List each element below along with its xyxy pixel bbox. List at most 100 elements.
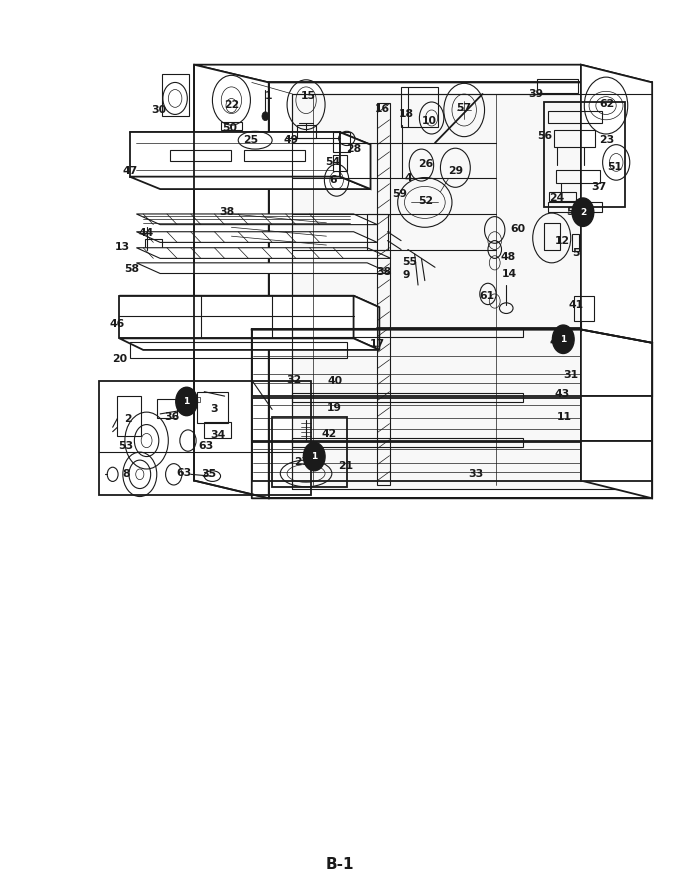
Bar [118, 396, 141, 436]
Text: 2: 2 [580, 207, 586, 216]
Bar [333, 156, 347, 171]
Polygon shape [137, 231, 377, 242]
Bar [549, 191, 576, 200]
Polygon shape [120, 295, 354, 338]
Text: 16: 16 [375, 104, 390, 114]
Text: 22: 22 [224, 100, 239, 109]
Text: 63: 63 [176, 468, 192, 479]
Polygon shape [120, 338, 379, 350]
Bar [292, 328, 523, 336]
Polygon shape [137, 263, 391, 273]
Polygon shape [340, 133, 371, 189]
Polygon shape [354, 295, 379, 350]
Text: 37: 37 [592, 182, 607, 192]
Text: 1: 1 [184, 397, 190, 406]
Bar [543, 102, 625, 206]
Text: 53: 53 [119, 441, 134, 451]
Polygon shape [194, 65, 652, 83]
Text: 20: 20 [112, 354, 127, 364]
Text: 19: 19 [327, 402, 342, 413]
Text: 52: 52 [419, 196, 434, 206]
Text: 17: 17 [370, 339, 385, 349]
Text: 5: 5 [573, 248, 580, 258]
Text: 60: 60 [510, 224, 526, 234]
Bar [189, 397, 199, 402]
Text: 32: 32 [286, 375, 301, 385]
Bar [272, 417, 347, 487]
Text: 55: 55 [402, 257, 417, 267]
Text: 7: 7 [184, 400, 191, 410]
Text: 6: 6 [329, 175, 337, 185]
Text: 44: 44 [139, 228, 154, 238]
Text: 39: 39 [528, 89, 543, 99]
Text: 56: 56 [566, 207, 581, 217]
Bar [99, 381, 311, 495]
Text: 51: 51 [607, 162, 622, 172]
Text: 42: 42 [322, 429, 337, 440]
Bar [333, 133, 350, 152]
Bar [292, 393, 523, 402]
Text: 58: 58 [124, 264, 139, 274]
Text: 23: 23 [599, 135, 614, 145]
Bar [243, 150, 305, 160]
Bar [197, 392, 228, 423]
Circle shape [303, 442, 325, 471]
Polygon shape [581, 441, 652, 481]
Polygon shape [137, 247, 391, 258]
Text: 11: 11 [556, 411, 571, 422]
Text: 62: 62 [599, 99, 614, 109]
Bar [543, 222, 560, 249]
Text: 48: 48 [500, 252, 515, 262]
Polygon shape [581, 329, 652, 396]
Polygon shape [581, 65, 652, 498]
Text: 30: 30 [151, 105, 167, 115]
Bar [572, 233, 579, 251]
Text: 26: 26 [419, 159, 434, 169]
Polygon shape [120, 295, 379, 307]
Text: 38: 38 [219, 207, 234, 217]
Text: 49: 49 [284, 135, 299, 145]
Text: 13: 13 [116, 242, 131, 252]
Text: 12: 12 [555, 236, 570, 246]
Text: 63: 63 [199, 441, 214, 451]
Bar [401, 87, 439, 127]
Text: 40: 40 [328, 376, 343, 386]
Text: 27: 27 [294, 457, 309, 467]
Text: 56: 56 [537, 131, 552, 141]
Polygon shape [130, 176, 371, 189]
Text: 28: 28 [346, 144, 361, 154]
Text: 61: 61 [479, 291, 495, 301]
Polygon shape [130, 133, 340, 176]
Bar [204, 422, 231, 438]
Bar [296, 125, 316, 139]
Bar [556, 169, 600, 182]
Circle shape [175, 387, 197, 416]
Text: 14: 14 [501, 270, 517, 279]
Bar [558, 328, 571, 338]
Bar [252, 329, 581, 396]
Bar [221, 123, 241, 130]
Text: 33: 33 [468, 469, 483, 480]
Bar [547, 111, 602, 124]
Polygon shape [137, 214, 377, 224]
Text: 8: 8 [122, 469, 130, 480]
Text: 45: 45 [549, 337, 564, 347]
Text: 10: 10 [422, 116, 437, 125]
Text: 4: 4 [404, 174, 411, 183]
Bar [367, 214, 388, 249]
Text: 34: 34 [210, 430, 226, 441]
Bar [292, 94, 618, 490]
Text: 15: 15 [301, 91, 316, 101]
Text: 47: 47 [122, 166, 137, 176]
Circle shape [572, 198, 594, 226]
Text: 50: 50 [222, 123, 237, 133]
Bar [157, 399, 177, 418]
Bar [292, 438, 523, 447]
Polygon shape [581, 396, 652, 441]
Bar [574, 295, 594, 320]
Text: 1: 1 [560, 335, 566, 344]
Bar [377, 103, 390, 485]
Text: 25: 25 [243, 135, 258, 145]
Bar [547, 201, 602, 212]
Text: 2: 2 [124, 414, 132, 425]
